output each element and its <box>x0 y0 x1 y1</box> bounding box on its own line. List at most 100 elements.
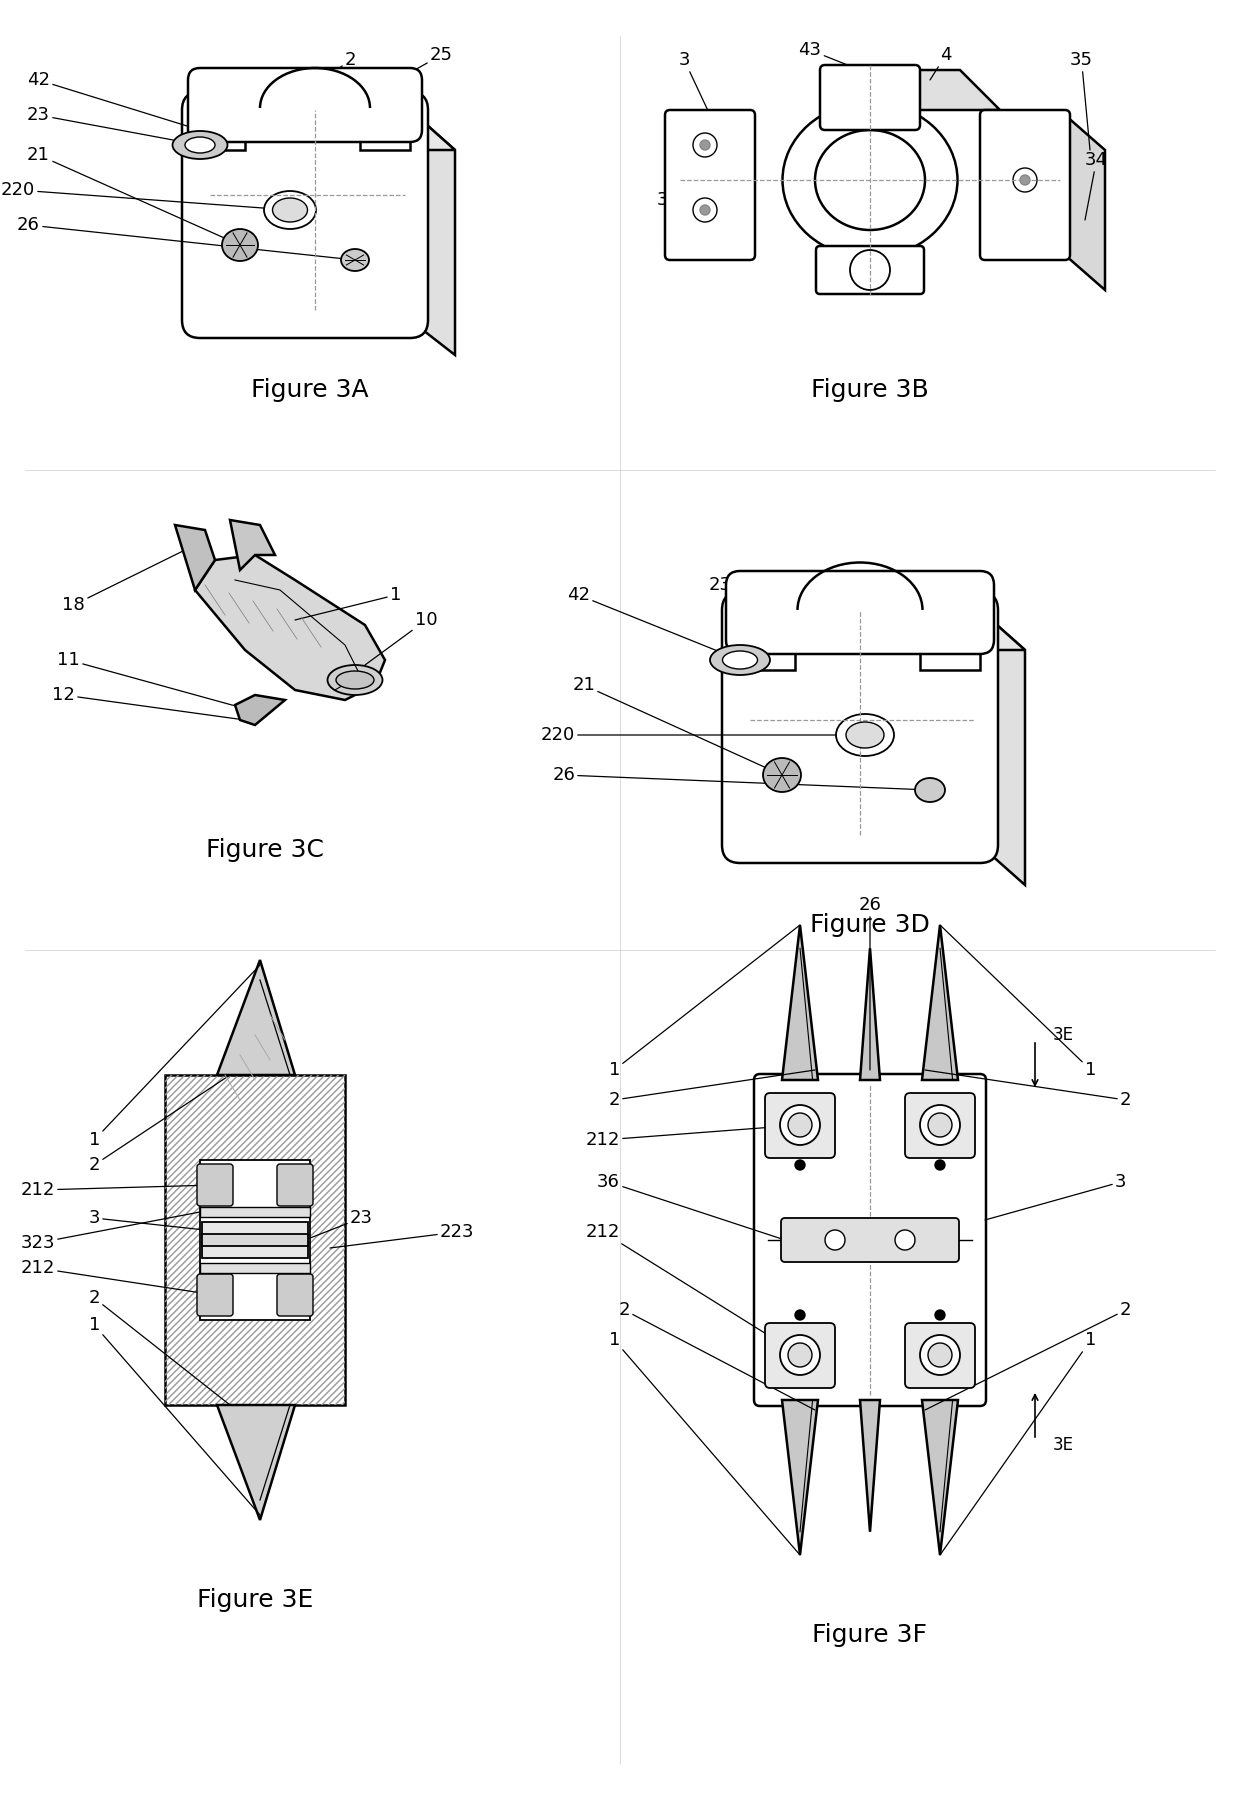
FancyBboxPatch shape <box>905 1093 975 1157</box>
Text: 21: 21 <box>27 146 241 245</box>
Circle shape <box>935 1310 945 1319</box>
Circle shape <box>795 1159 805 1170</box>
Text: 35: 35 <box>1070 50 1092 149</box>
Text: Figure 3A: Figure 3A <box>252 378 368 401</box>
FancyBboxPatch shape <box>182 92 428 338</box>
Text: 26: 26 <box>858 896 882 1069</box>
Circle shape <box>1013 167 1037 193</box>
Circle shape <box>920 1105 960 1145</box>
Text: 23: 23 <box>305 1210 373 1240</box>
Text: 25: 25 <box>370 47 453 95</box>
Text: 1: 1 <box>940 1330 1096 1555</box>
FancyBboxPatch shape <box>816 247 924 293</box>
Text: 3: 3 <box>88 1210 205 1229</box>
Text: 23: 23 <box>708 576 861 594</box>
Polygon shape <box>861 949 880 1080</box>
Ellipse shape <box>846 722 884 749</box>
Ellipse shape <box>836 715 894 756</box>
Text: 212: 212 <box>585 1125 800 1148</box>
Bar <box>200 1264 310 1273</box>
Polygon shape <box>861 1400 880 1532</box>
Text: 2: 2 <box>88 1289 229 1406</box>
FancyBboxPatch shape <box>277 1274 312 1316</box>
Text: 1: 1 <box>88 1316 260 1516</box>
Text: 3E: 3E <box>1053 1026 1074 1044</box>
Circle shape <box>780 1336 820 1375</box>
Circle shape <box>780 1105 820 1145</box>
Ellipse shape <box>341 248 370 272</box>
Text: 1: 1 <box>295 587 402 619</box>
Bar <box>920 590 980 670</box>
Text: 2: 2 <box>609 1069 815 1109</box>
Text: 26: 26 <box>17 216 355 259</box>
Text: 212: 212 <box>585 1222 800 1355</box>
Circle shape <box>693 133 717 157</box>
Text: 212: 212 <box>21 1181 215 1199</box>
Text: 212: 212 <box>21 1258 215 1294</box>
Circle shape <box>693 198 717 221</box>
FancyBboxPatch shape <box>781 1219 959 1262</box>
Text: 2: 2 <box>925 1301 1131 1409</box>
Text: 3E: 3E <box>1053 1436 1074 1454</box>
Ellipse shape <box>336 671 374 689</box>
Text: 1: 1 <box>88 965 260 1148</box>
Text: 323: 323 <box>21 1211 200 1253</box>
FancyBboxPatch shape <box>905 1323 975 1388</box>
Polygon shape <box>410 110 455 355</box>
Text: 3: 3 <box>678 50 711 115</box>
Polygon shape <box>175 526 215 590</box>
Text: 223: 223 <box>330 1222 475 1247</box>
Circle shape <box>928 1343 952 1366</box>
Polygon shape <box>825 70 999 110</box>
Text: 1: 1 <box>940 925 1096 1078</box>
Text: 3: 3 <box>985 1174 1126 1220</box>
Circle shape <box>1021 175 1030 185</box>
Text: 25: 25 <box>960 576 983 625</box>
Text: 21: 21 <box>572 677 782 776</box>
Circle shape <box>920 1336 960 1375</box>
Polygon shape <box>782 1400 818 1555</box>
Text: 2: 2 <box>88 1075 229 1174</box>
Polygon shape <box>217 959 295 1075</box>
Text: 36: 36 <box>598 1174 785 1240</box>
FancyBboxPatch shape <box>277 1165 312 1206</box>
Text: Figure 3B: Figure 3B <box>811 378 929 401</box>
Text: 220: 220 <box>541 725 866 743</box>
FancyBboxPatch shape <box>722 592 998 862</box>
FancyBboxPatch shape <box>820 65 920 130</box>
Polygon shape <box>923 1400 959 1555</box>
Polygon shape <box>217 1406 295 1519</box>
Bar <box>202 1242 308 1258</box>
Text: 12: 12 <box>52 686 246 720</box>
Text: Figure 3E: Figure 3E <box>197 1588 314 1613</box>
Text: Figure 3C: Figure 3C <box>206 839 324 862</box>
Text: 43: 43 <box>799 41 861 70</box>
Bar <box>202 1222 308 1238</box>
Text: 34: 34 <box>1085 151 1109 220</box>
Text: 2: 2 <box>315 50 357 85</box>
Ellipse shape <box>264 191 316 229</box>
FancyBboxPatch shape <box>765 1323 835 1388</box>
FancyBboxPatch shape <box>665 110 755 259</box>
Text: 2: 2 <box>619 1301 815 1409</box>
Ellipse shape <box>185 137 215 153</box>
Ellipse shape <box>711 644 770 675</box>
Text: 11: 11 <box>57 652 250 709</box>
Polygon shape <box>236 695 285 725</box>
Bar <box>200 1159 310 1319</box>
Text: 2: 2 <box>925 1069 1131 1109</box>
Circle shape <box>849 250 890 290</box>
Circle shape <box>701 140 711 149</box>
Ellipse shape <box>327 664 382 695</box>
FancyBboxPatch shape <box>188 68 422 142</box>
Circle shape <box>895 1229 915 1249</box>
Circle shape <box>795 1310 805 1319</box>
Text: 42: 42 <box>567 587 740 661</box>
Bar <box>202 1235 308 1246</box>
Polygon shape <box>1065 115 1105 290</box>
Text: 23: 23 <box>27 106 200 146</box>
Circle shape <box>701 205 711 214</box>
Ellipse shape <box>915 778 945 803</box>
Polygon shape <box>782 925 818 1080</box>
Polygon shape <box>200 110 455 149</box>
